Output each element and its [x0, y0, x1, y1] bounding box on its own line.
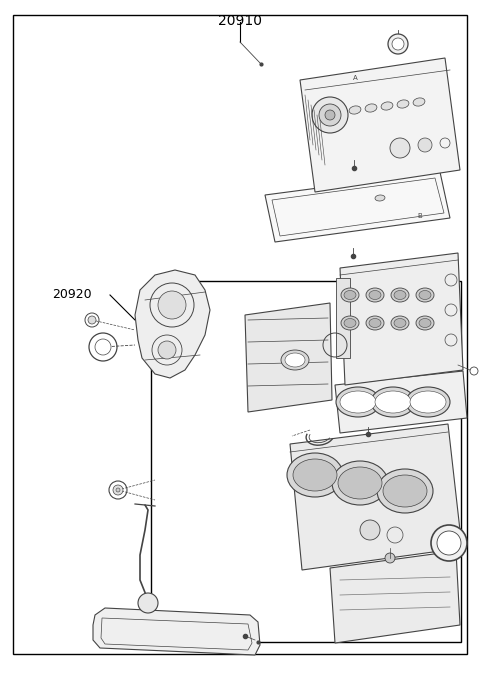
Polygon shape [335, 371, 467, 433]
Ellipse shape [391, 316, 409, 330]
Ellipse shape [344, 318, 356, 327]
Circle shape [113, 485, 123, 495]
Ellipse shape [391, 288, 409, 302]
Text: 20920: 20920 [52, 289, 92, 301]
Circle shape [385, 553, 395, 563]
Polygon shape [245, 303, 332, 412]
Ellipse shape [371, 387, 415, 417]
Circle shape [390, 138, 410, 158]
Ellipse shape [285, 353, 305, 367]
Circle shape [360, 520, 380, 540]
Ellipse shape [344, 291, 356, 299]
Ellipse shape [406, 387, 450, 417]
Ellipse shape [341, 288, 359, 302]
Circle shape [95, 339, 111, 355]
Polygon shape [265, 172, 450, 242]
Ellipse shape [281, 350, 309, 370]
Ellipse shape [369, 318, 381, 327]
Bar [151, 281, 461, 642]
Ellipse shape [336, 387, 380, 417]
Circle shape [88, 316, 96, 324]
Ellipse shape [369, 291, 381, 299]
Ellipse shape [341, 316, 359, 330]
Polygon shape [340, 253, 463, 385]
Ellipse shape [365, 104, 377, 112]
Ellipse shape [338, 467, 382, 499]
Bar [336, 278, 350, 358]
Circle shape [312, 97, 348, 133]
Ellipse shape [375, 195, 385, 201]
Ellipse shape [377, 469, 433, 513]
Ellipse shape [375, 391, 411, 413]
Ellipse shape [381, 102, 393, 110]
Text: B: B [418, 213, 422, 219]
Ellipse shape [394, 318, 406, 327]
Circle shape [388, 34, 408, 54]
Ellipse shape [416, 316, 434, 330]
Circle shape [431, 525, 467, 561]
Ellipse shape [366, 316, 384, 330]
Polygon shape [93, 608, 260, 655]
Ellipse shape [416, 288, 434, 302]
Ellipse shape [394, 291, 406, 299]
Circle shape [138, 593, 158, 613]
Ellipse shape [383, 475, 427, 507]
Ellipse shape [332, 461, 388, 505]
Ellipse shape [419, 318, 431, 327]
Circle shape [392, 38, 404, 50]
Polygon shape [330, 551, 460, 643]
Circle shape [325, 110, 335, 120]
Ellipse shape [340, 391, 376, 413]
Ellipse shape [413, 98, 425, 106]
Ellipse shape [349, 106, 361, 114]
Ellipse shape [293, 459, 337, 491]
Circle shape [158, 341, 176, 359]
Text: A: A [353, 75, 358, 81]
Circle shape [158, 291, 186, 319]
Ellipse shape [366, 288, 384, 302]
Polygon shape [135, 270, 210, 378]
Ellipse shape [419, 291, 431, 299]
Polygon shape [290, 424, 462, 570]
Circle shape [418, 138, 432, 152]
Ellipse shape [410, 391, 446, 413]
Text: 20910: 20910 [218, 14, 262, 28]
Polygon shape [300, 58, 460, 192]
Ellipse shape [397, 100, 409, 108]
Ellipse shape [287, 453, 343, 497]
Circle shape [116, 488, 120, 492]
Circle shape [437, 531, 461, 555]
Circle shape [319, 104, 341, 126]
